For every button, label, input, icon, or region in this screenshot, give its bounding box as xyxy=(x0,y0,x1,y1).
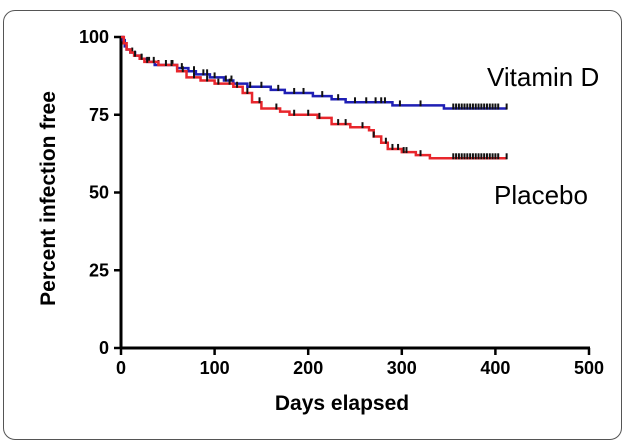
series-label-vitamin-d: Vitamin D xyxy=(487,62,599,92)
series-line xyxy=(121,35,507,110)
y-tick-label: 0 xyxy=(99,338,109,358)
y-tick-label: 100 xyxy=(79,27,109,47)
x-tick-label: 100 xyxy=(200,358,230,378)
labels-layer: Vitamin D Placebo xyxy=(487,62,599,210)
x-tick-label: 400 xyxy=(480,358,510,378)
series-layer xyxy=(121,35,508,160)
axes: 0 100 200 300 400 500 0 25 50 75 100 Days elapsed Pe… xyxy=(37,27,604,415)
series-line xyxy=(121,35,507,160)
y-tick-label: 50 xyxy=(89,183,109,203)
x-tick-label: 200 xyxy=(293,358,323,378)
survival-chart: 0 100 200 300 400 500 0 25 50 75 100 Days elapsed Pe… xyxy=(37,27,604,415)
series-label-placebo: Placebo xyxy=(494,180,588,210)
x-tick-label: 0 xyxy=(116,358,126,378)
x-tick-label: 500 xyxy=(574,358,604,378)
series-vitamin-d xyxy=(121,35,508,110)
y-tick-label: 75 xyxy=(89,105,109,125)
y-tick-label: 25 xyxy=(89,260,109,280)
x-axis-title: Days elapsed xyxy=(275,392,409,415)
x-tick-label: 300 xyxy=(387,358,417,378)
series-placebo xyxy=(121,35,508,160)
y-axis-title: Percent infection free xyxy=(37,91,60,306)
